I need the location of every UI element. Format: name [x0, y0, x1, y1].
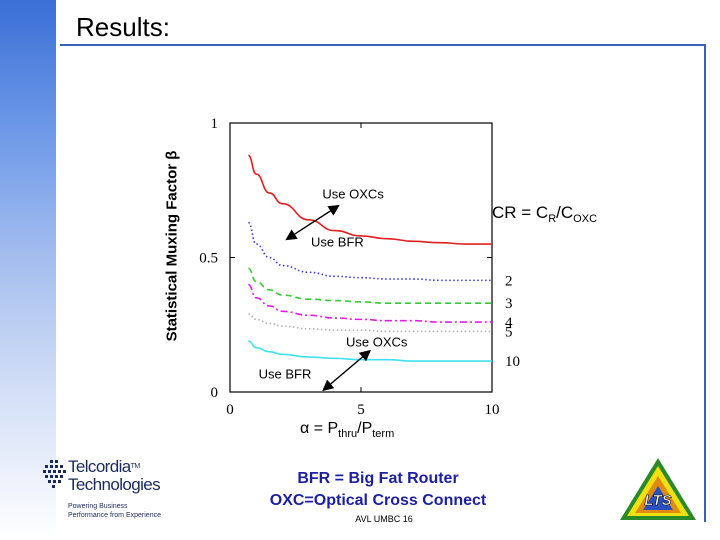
- plot-frame: 0 5 10 0 0.5 1: [199, 116, 499, 418]
- telcordia-wordmark: TelcordiaTM Technologies: [68, 457, 161, 494]
- series-line-5: [248, 313, 492, 333]
- footer-text: AVL UMBC 16: [355, 514, 413, 524]
- x-tick-label: 5: [357, 402, 365, 418]
- double-arrow: [322, 349, 371, 392]
- caption-line-oxc: OXC=Optical Cross Connect: [269, 492, 487, 509]
- y-tick-label: 1: [211, 116, 219, 132]
- lts-logo-text: LTS: [644, 492, 671, 509]
- series-line-3: [248, 267, 492, 305]
- double-arrow: [285, 204, 340, 241]
- left-gradient-bar: [0, 0, 56, 540]
- series-label-5: 5: [505, 324, 513, 340]
- caption-line-bfr: BFR = Big Fat Router: [297, 470, 459, 487]
- y-tick-label: 0.5: [199, 251, 218, 267]
- series-line-1: [247, 154, 492, 245]
- series-line-2: [247, 221, 492, 282]
- title-rule: [60, 44, 706, 46]
- lts-triangle-logo: LTS: [620, 458, 696, 520]
- annotation-label: Use OXCs: [322, 186, 384, 201]
- x-axis-formula: α = Pthru/Pterm: [300, 420, 395, 440]
- series-label-3: 3: [505, 296, 513, 312]
- right-rule: [704, 44, 706, 522]
- x-tick-label: 10: [485, 402, 500, 418]
- series-lines: 2 3 45 10: [247, 154, 520, 370]
- legend-title: CR = CR/COXC: [492, 203, 598, 225]
- series-line-4: [248, 283, 492, 323]
- telcordia-logo: TelcordiaTM Technologies Powering Busines…: [40, 458, 170, 520]
- caption: BFR = Big Fat Router OXC=Optical Cross C…: [270, 468, 487, 512]
- y-tick-label: 0: [211, 385, 219, 401]
- telcordia-globe-icon: [43, 460, 66, 488]
- annotation-label: Use BFR: [311, 235, 364, 250]
- annotation-label: Use BFR: [259, 367, 312, 382]
- series-label-2: 2: [505, 273, 513, 289]
- series-label-10: 10: [505, 354, 520, 370]
- annotation-label: Use OXCs: [346, 334, 408, 349]
- telcordia-tagline: Powering Business Performance from Experi…: [68, 503, 161, 519]
- x-tick-label: 0: [226, 402, 234, 418]
- series-label-4: 4: [505, 315, 513, 331]
- slide-title: Results:: [76, 12, 170, 42]
- annotations: Use OXCs Use BFR Use OXCs Use BFR: [259, 186, 408, 392]
